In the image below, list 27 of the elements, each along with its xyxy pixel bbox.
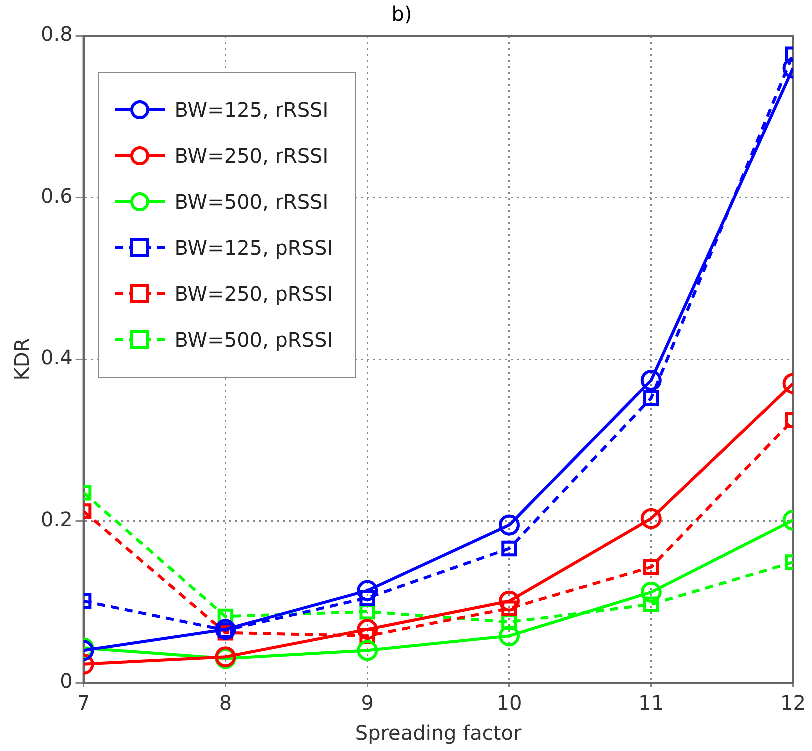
x-tick-label: 7 [77,691,90,716]
x-tick-label: 11 [638,691,664,716]
chart-title: b) [392,2,412,26]
point [357,580,378,602]
legend-label: BW=125, pRSSI [174,236,334,260]
x-axis-title: Spreading factor [355,721,522,746]
y-tick-label: 0.6 [40,184,73,208]
legend-label: BW=500, pRSSI [174,328,334,352]
legend-label: BW=250, rRSSI [174,144,329,168]
x-tick-label: 10 [496,691,522,716]
x-tick-label: 12 [780,691,806,716]
x-tick-label: 9 [361,691,374,716]
y-axis-title: KDR [10,338,34,381]
y-tick-label: 0.8 [40,22,73,46]
x-tick-label: 8 [219,691,232,716]
y-tick-label: 0.2 [40,507,73,532]
legend-label: BW=250, pRSSI [174,282,334,306]
legend-label: BW=500, rRSSI [174,190,329,214]
point [498,626,520,647]
y-tick-label: 0 [60,669,73,694]
point [357,619,378,640]
point [502,540,518,557]
point [498,514,520,536]
legend-label: BW=125, rRSSI [174,98,329,122]
point [357,640,378,662]
y-tick-label: 0.4 [40,346,73,370]
point [498,590,520,612]
